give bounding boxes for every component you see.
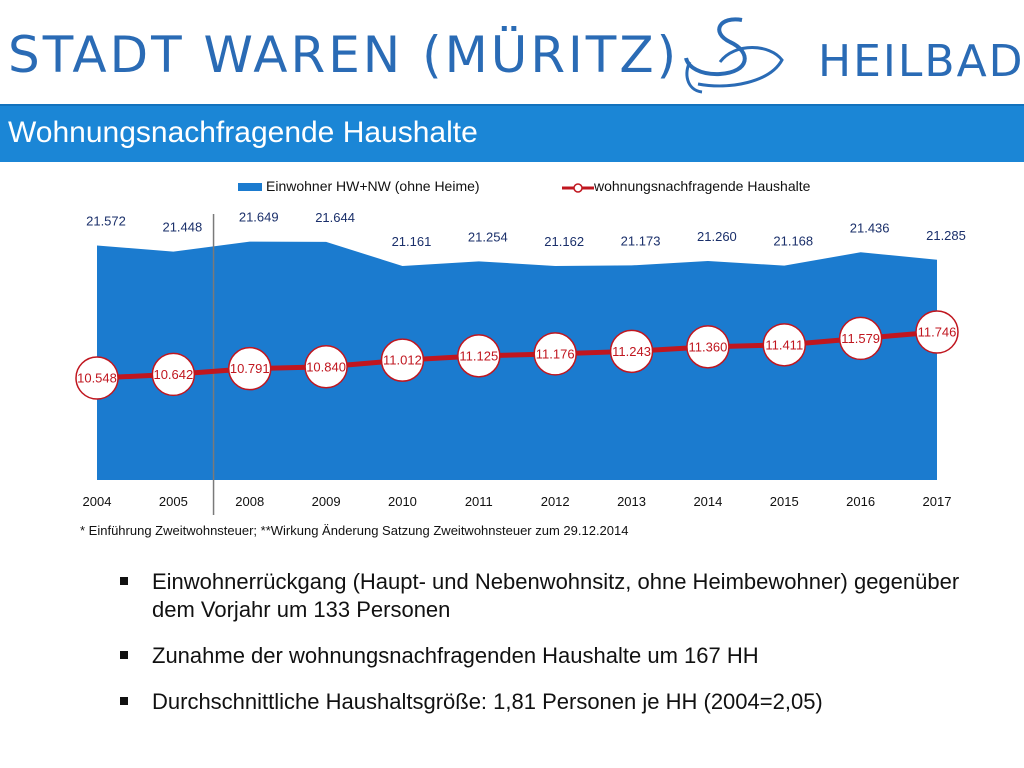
legend-label-einwohner: Einwohner HW+NW (ohne Heime): [266, 178, 480, 194]
swan-logo-icon: [684, 17, 784, 94]
data-label-haushalte: 10.840: [306, 359, 346, 374]
bullet-marker-icon: [120, 577, 128, 585]
x-tick-label: 2013: [617, 494, 646, 509]
bullet-list: Einwohnerrückgang (Haupt- und Nebenwohns…: [120, 568, 1000, 734]
legend-swatch-einwohner: [238, 183, 262, 191]
data-label-einwohner: 21.649: [239, 210, 279, 225]
point-marker: [304, 345, 348, 389]
x-tick-label: 2015: [770, 494, 799, 509]
x-tick-label: 2010: [388, 494, 417, 509]
legend-marker-haushalte: [573, 183, 583, 193]
data-label-haushalte: 10.791: [230, 361, 270, 376]
bullet-marker-icon: [120, 651, 128, 659]
point-marker: [227, 346, 272, 391]
data-label-haushalte: 11.012: [383, 353, 422, 368]
data-label-einwohner: 21.436: [850, 220, 890, 235]
data-label-einwohner: 21.161: [392, 234, 432, 249]
page-title: Wohnungsnachfragende Haushalte: [8, 116, 478, 149]
data-label-haushalte: 11.746: [918, 325, 957, 340]
x-tick-label: 2012: [541, 494, 570, 509]
data-label-einwohner: 21.173: [621, 233, 661, 248]
data-label-haushalte: 10.642: [153, 367, 193, 382]
data-label-haushalte: 11.243: [612, 344, 651, 359]
legend-label-haushalte: wohnungsnachfragende Haushalte: [593, 178, 811, 194]
data-label-haushalte: 11.411: [765, 337, 803, 352]
data-label-einwohner: 21.572: [86, 213, 126, 228]
data-label-haushalte: 11.125: [459, 348, 498, 363]
data-label-haushalte: 10.548: [77, 371, 117, 386]
x-tick-label: 2005: [159, 494, 188, 509]
data-label-einwohner: 21.285: [926, 228, 966, 243]
point-marker: [686, 325, 730, 369]
bullet-item: Durchschnittliche Haushaltsgröße: 1,81 P…: [120, 688, 1000, 716]
data-label-haushalte: 11.579: [841, 331, 880, 346]
data-label-einwohner: 21.162: [544, 234, 584, 249]
x-tick-label: 2008: [235, 494, 264, 509]
point-marker: [151, 352, 196, 397]
data-label-haushalte: 11.360: [689, 339, 728, 354]
header: STADT WAREN (MÜRITZ) HEILBAD: [0, 0, 1024, 100]
point-marker: [533, 332, 577, 376]
x-tick-label: 2014: [693, 494, 722, 509]
bullet-marker-icon: [120, 697, 128, 705]
x-tick-label: 2009: [312, 494, 341, 509]
point-marker: [75, 356, 119, 400]
point-marker: [762, 323, 807, 367]
title-bar: [0, 104, 1024, 162]
x-tick-label: 2011: [465, 494, 493, 509]
chart-footnote: * Einführung Zweitwohnsteuer; **Wirkung …: [80, 523, 628, 538]
data-label-haushalte: 11.176: [536, 346, 575, 361]
point-marker: [380, 338, 425, 382]
point-marker: [609, 329, 654, 374]
x-tick-label: 2017: [923, 494, 952, 509]
data-label-einwohner: 21.448: [162, 220, 202, 235]
area-einwohner: [97, 241, 937, 480]
bullet-item: Zunahme der wohnungsnachfragenden Hausha…: [120, 642, 1000, 670]
point-marker: [457, 334, 501, 378]
data-label-einwohner: 21.254: [468, 229, 508, 244]
point-marker: [838, 316, 883, 361]
brand-name: STADT WAREN (MÜRITZ): [8, 26, 680, 84]
bullet-item: Einwohnerrückgang (Haupt- und Nebenwohns…: [120, 568, 1000, 624]
data-label-einwohner: 21.260: [697, 229, 737, 244]
point-marker: [915, 310, 959, 354]
data-label-einwohner: 21.168: [773, 234, 813, 249]
chart: Einwohner HW+NW (ohne Heime) wohnungsnac…: [75, 178, 966, 538]
x-tick-label: 2016: [846, 494, 875, 509]
x-tick-label: 2004: [83, 494, 112, 509]
brand-heilbad: HEILBAD: [818, 36, 1024, 87]
data-label-einwohner: 21.644: [315, 210, 355, 225]
